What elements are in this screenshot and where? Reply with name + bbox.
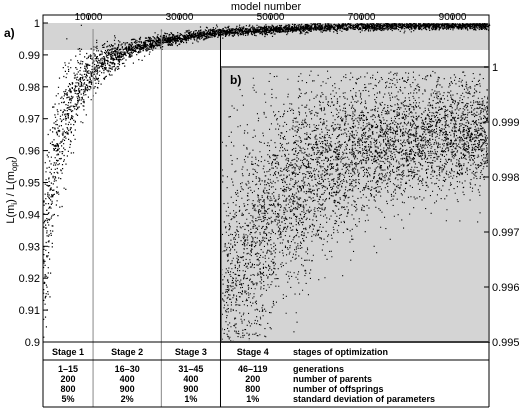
stage-offsprings-value: 900 [183,384,198,394]
stage-std-value: 5% [62,394,75,404]
panel-b-label: b) [230,73,241,87]
x-tick-labels: 10000 30000 50000 70000 90000 [75,12,467,23]
stage-parents-value: 200 [61,374,76,384]
left-tick-label: 0.99 [19,50,40,62]
y-axis-title-sub: i [10,203,19,205]
stage-generations-value: 16–30 [115,364,140,374]
left-tick-label: 1 [34,18,40,30]
stage-boundaries [92,29,221,407]
left-tick-label: 0.94 [19,209,40,221]
panel-b: b) 0.995 0.996 0.997 0.998 0.999 1 [220,62,520,349]
left-tick-label: 0.91 [19,305,40,317]
x-tick-label: 10000 [75,12,103,23]
left-tick-label: 0.9 [25,337,40,349]
left-tick-label: 0.97 [19,114,40,126]
stage-title: Stage 4 [237,347,269,357]
stage-title: Stage 1 [52,347,84,357]
panel-b-shade [221,67,489,342]
row-label-generations: generations [293,364,344,374]
left-tick-label: 0.96 [19,146,40,158]
left-tick-label: 0.98 [19,82,40,94]
right-tick-label: 1 [492,62,498,74]
y-axis-title-end: ) [5,156,17,160]
stage-parents-value: 200 [245,374,260,384]
panel-a [42,14,491,343]
top-axis-title: model number [231,1,302,13]
panel-a-label: a) [4,26,15,40]
stage-std-value: 1% [184,394,197,404]
stage-offsprings-value: 900 [120,384,135,394]
stage-title: Stage 2 [111,347,143,357]
row-label-std: standard deviation of parameters [293,394,435,404]
row-label-offsprings: number of offsprings [293,384,384,394]
right-tick-labels: 0.995 0.996 0.997 0.998 0.999 1 [484,62,520,349]
left-tick-label: 0.92 [19,273,40,285]
right-tick-label: 0.995 [492,337,520,349]
right-tick-label: 0.996 [492,282,520,294]
stage-generations-value: 31–45 [178,364,203,374]
stage-generations-value: 1–15 [58,364,78,374]
y-axis-title: L(mi) / L(mopt) [5,156,19,223]
stage-std-value: 2% [121,394,134,404]
stage-offsprings-value: 800 [61,384,76,394]
stage-parents-value: 400 [183,374,198,384]
right-tick-label: 0.999 [492,117,520,129]
left-tick-label: 0.95 [19,178,40,190]
row-label-header: stages of optimization [293,347,388,357]
right-tick-label: 0.997 [492,227,520,239]
left-tick-labels: 0.9 0.91 0.92 0.93 0.94 0.95 0.96 0.97 0.98 0.99 1 [19,18,48,349]
stage-offsprings-value: 800 [245,384,260,394]
stage-title: Stage 3 [175,347,207,357]
x-tick-label: 70000 [348,12,376,23]
x-tick-label: 50000 [257,12,285,23]
right-tick-label: 0.998 [492,172,520,184]
scatter-cloud-b [221,70,490,343]
y-axis-title-sub2: opt [10,159,19,171]
stage-generations-value: 46–119 [238,364,268,374]
row-label-parents: number of parents [293,374,372,384]
y-axis-title-main: L(m [5,205,17,224]
x-tick-label: 30000 [166,12,194,23]
stage-std-value: 1% [246,394,259,404]
y-axis-title-mid: ) / L(m [5,171,17,203]
left-tick-label: 0.93 [19,241,40,253]
stage-parents-value: 400 [120,374,135,384]
x-tick-label: 90000 [439,12,467,23]
scatter-points-b [221,70,490,343]
